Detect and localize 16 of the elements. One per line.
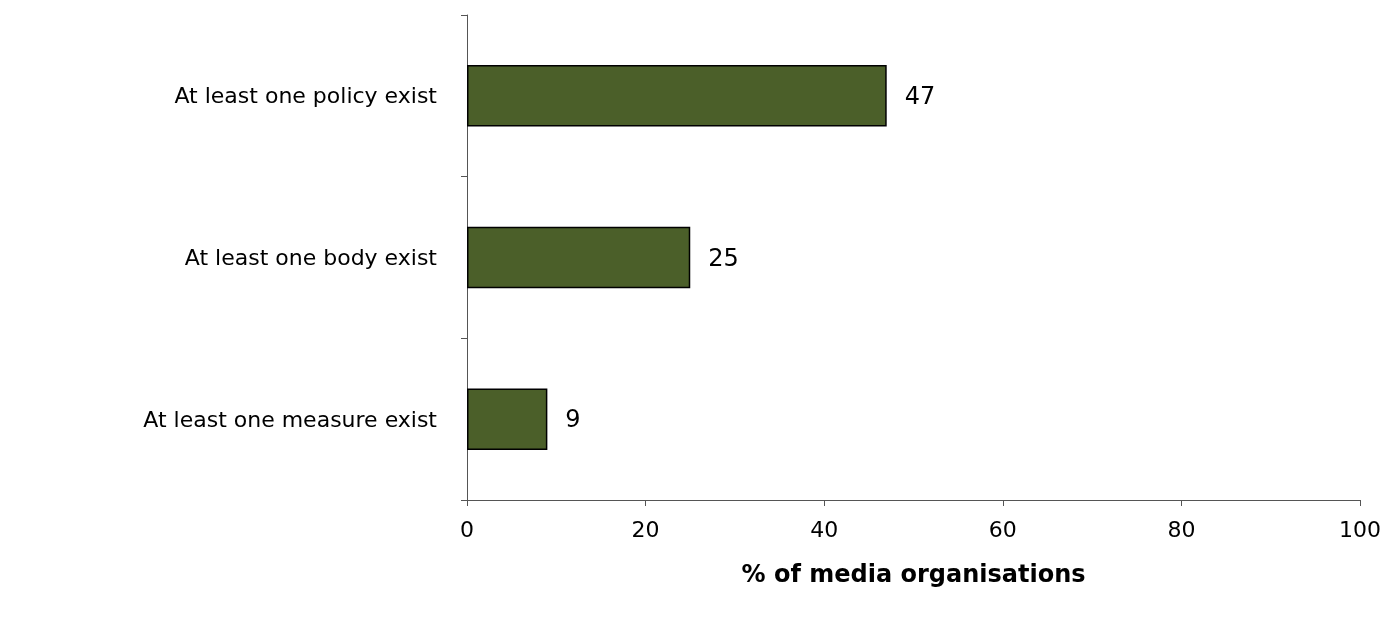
y-tick-label: At least one body exist: [184, 245, 438, 270]
x-tick-label: 0: [460, 516, 474, 542]
x-tick-label: 60: [988, 516, 1017, 542]
y-tick-label: At least one policy exist: [174, 83, 438, 109]
x-tick-label: 20: [631, 516, 660, 542]
x-axis-title: % of media organisations: [741, 560, 1086, 588]
data-label: 47: [904, 81, 936, 110]
x-tick-label: 100: [1339, 516, 1381, 542]
data-label: 25: [708, 243, 739, 272]
bar: [467, 388, 548, 450]
y-tick-label: At least one measure exist: [143, 406, 438, 432]
x-tick-label: 40: [810, 516, 839, 542]
data-label: 9: [565, 405, 581, 434]
bar: [467, 226, 691, 289]
x-tick-label: 80: [1167, 516, 1196, 542]
bar: [467, 65, 887, 127]
